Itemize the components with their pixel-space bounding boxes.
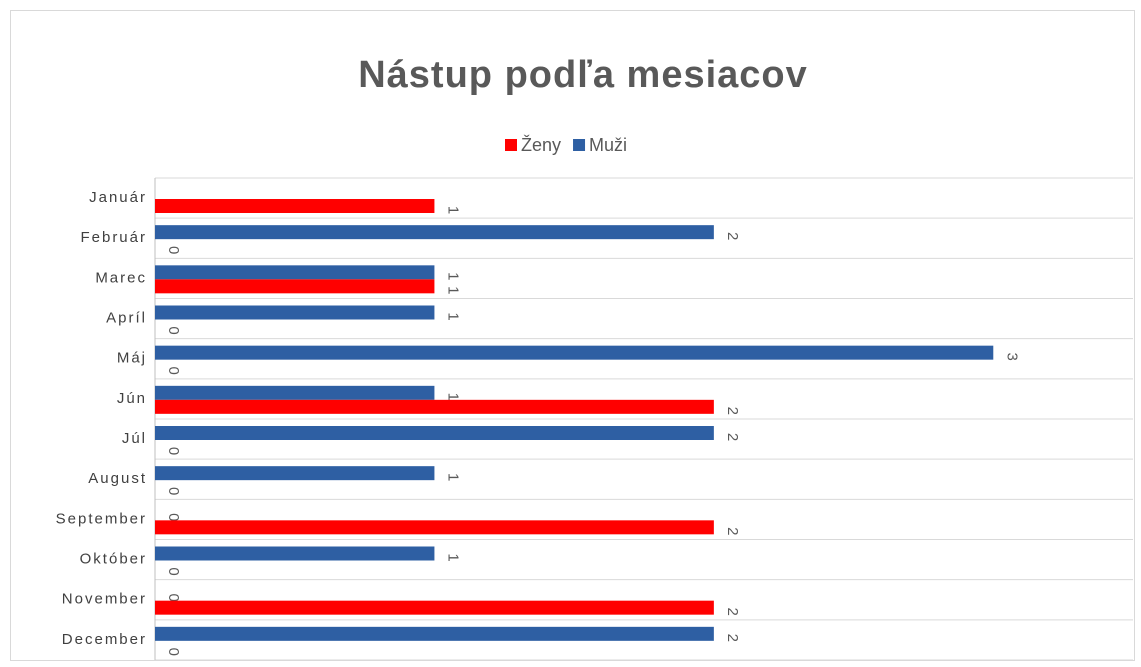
data-label: 2 [724, 407, 741, 415]
data-label: 1 [444, 312, 461, 320]
data-label: 2 [724, 433, 741, 441]
bar [155, 345, 994, 360]
y-tick-label: Apríl [106, 310, 147, 327]
bar [155, 279, 435, 294]
y-tick-label: December [62, 631, 147, 648]
legend-swatch [573, 139, 586, 151]
y-tick-label: Máj [117, 350, 147, 367]
bar [155, 305, 435, 320]
bar [155, 426, 714, 440]
data-label: 1 [444, 206, 461, 214]
data-label: 0 [165, 447, 182, 455]
bar [155, 626, 714, 641]
y-tick-label: August [88, 470, 147, 487]
y-tick-label: November [62, 591, 147, 608]
chart-title: Nástup podľa mesiacov [358, 54, 808, 96]
bar [155, 600, 714, 615]
data-label: 1 [444, 473, 461, 481]
bar [155, 265, 435, 280]
data-label: 0 [165, 487, 182, 495]
bar [155, 466, 435, 481]
data-label: 2 [724, 607, 741, 615]
data-label: 1 [444, 286, 461, 294]
data-label: 0 [165, 648, 182, 656]
data-label: 0 [165, 567, 182, 575]
data-label: 1 [444, 553, 461, 561]
legend-label: Ženy [521, 135, 561, 155]
legend-swatch [505, 139, 517, 151]
y-tick-label: Február [80, 229, 147, 246]
y-tick-label: September [56, 510, 147, 527]
y-tick-label: Júl [122, 430, 147, 447]
data-label: 3 [1003, 352, 1020, 360]
data-label: 1 [444, 272, 461, 280]
bar [155, 546, 435, 561]
data-label: 2 [724, 232, 741, 240]
data-label: 2 [724, 634, 741, 642]
data-label: 2 [724, 527, 741, 535]
bar [155, 399, 714, 414]
y-tick-label: Jún [117, 390, 147, 407]
y-tick-label: Marec [95, 269, 147, 286]
y-tick-label: Október [80, 551, 147, 568]
data-label: 0 [165, 366, 182, 374]
data-label: 1 [444, 393, 461, 401]
bar [155, 385, 435, 400]
data-label: 0 [165, 513, 182, 521]
bar [155, 520, 714, 535]
bar [155, 225, 714, 240]
chart-frame [10, 10, 1135, 661]
bar [155, 199, 435, 213]
data-label: 0 [165, 593, 182, 601]
legend-label: Muži [589, 135, 627, 155]
data-label: 0 [165, 326, 182, 334]
y-tick-label: Január [89, 189, 147, 206]
data-label: 0 [165, 246, 182, 254]
